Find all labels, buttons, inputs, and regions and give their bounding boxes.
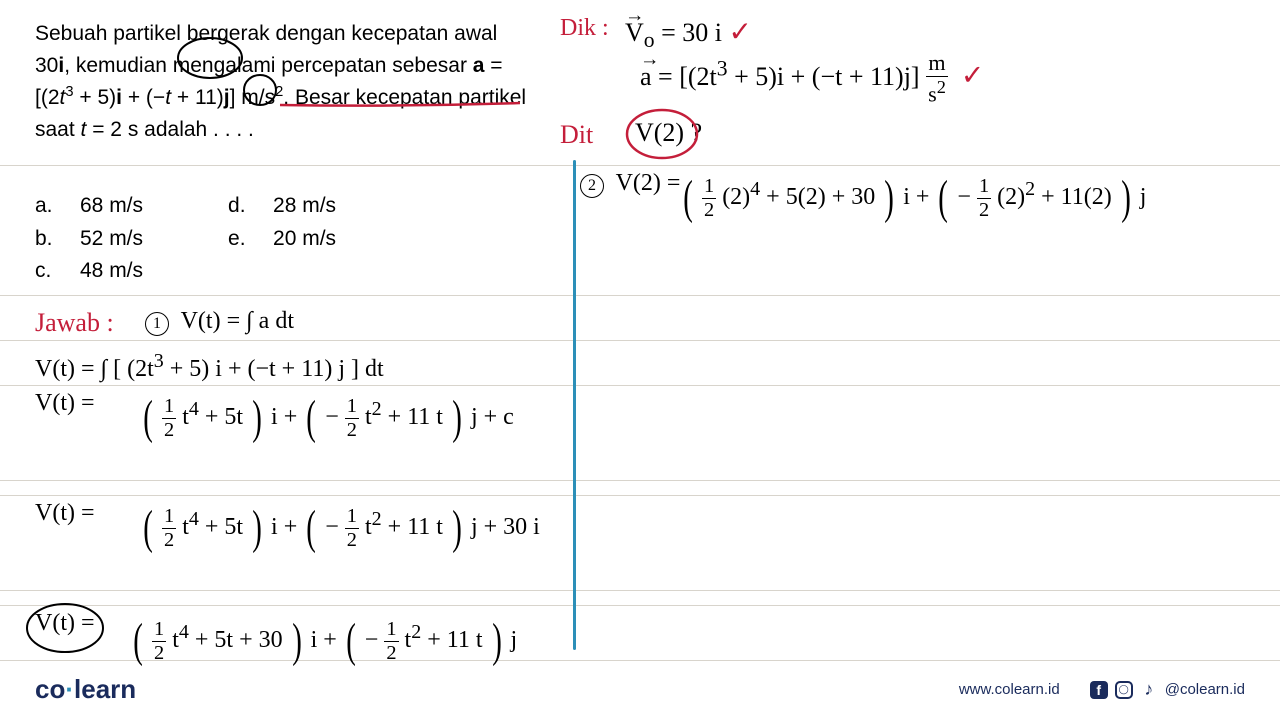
eq2-label: 2 V(2) = [580,170,680,198]
option-e: 20 m/s [273,223,336,256]
tiktok-icon: ♪ [1140,681,1158,699]
dit-label: Dit [560,120,593,150]
jawab-step5: ( 12 t4 + 5t + 30 ) i + ( − 12 t2 + 11 t… [130,618,517,665]
social-handle: @colearn.id [1165,681,1245,698]
colearn-logo: co·learn [35,674,136,705]
footer: co·learn www.colearn.id f ◯ ♪ @colearn.i… [0,674,1280,705]
dik-eq2: a = [(2t3 + 5)i + (−t + 11)j] ms2 ✓ [640,50,984,107]
dik-label: Dik : [560,15,609,42]
jawab-step4: ( 12 t4 + 5t ) i + ( − 12 t2 + 11 t ) j … [140,505,540,552]
step-2-badge: 2 [580,174,604,198]
eq2-body: ( 12 (2)4 + 5(2) + 30 ) i + ( − 12 (2)2 … [680,175,1146,222]
facebook-icon: f [1090,681,1108,699]
jawab-step3: ( 12 t4 + 5t ) i + ( − 12 t2 + 11 t ) j … [140,395,514,442]
jawab-step2: V(t) = ∫ [ (2t3 + 5) i + (−t + 11) j ] d… [35,350,384,383]
check-icon: ✓ [961,61,984,92]
problem-text: Sebuah partikel bergerak dengan kecepata… [35,18,535,145]
answer-options: a.68 m/s b.52 m/s c.48 m/s d.28 m/s e.20… [35,190,336,288]
jawab-step3-prefix: V(t) = [35,390,95,417]
dit-question: V(2) ? [635,118,702,148]
jawab-label: Jawab : [35,308,114,338]
option-b: 52 m/s [80,223,143,256]
jawab-step5-prefix: V(t) = [35,610,95,637]
option-c: 48 m/s [80,255,143,288]
dik-eq1: Vo = 30 i ✓ [625,15,752,53]
option-a: 68 m/s [80,190,143,223]
option-d: 28 m/s [273,190,336,223]
footer-url: www.colearn.id [959,681,1060,698]
step-1-badge: 1 [145,312,169,336]
instagram-icon: ◯ [1115,681,1133,699]
jawab-step1: 1 V(t) = ∫ a dt [145,308,294,336]
social-icons: f ◯ ♪ @colearn.id [1090,681,1245,699]
jawab-step4-prefix: V(t) = [35,500,95,527]
vertical-divider [573,160,576,650]
check-icon: ✓ [729,17,752,48]
